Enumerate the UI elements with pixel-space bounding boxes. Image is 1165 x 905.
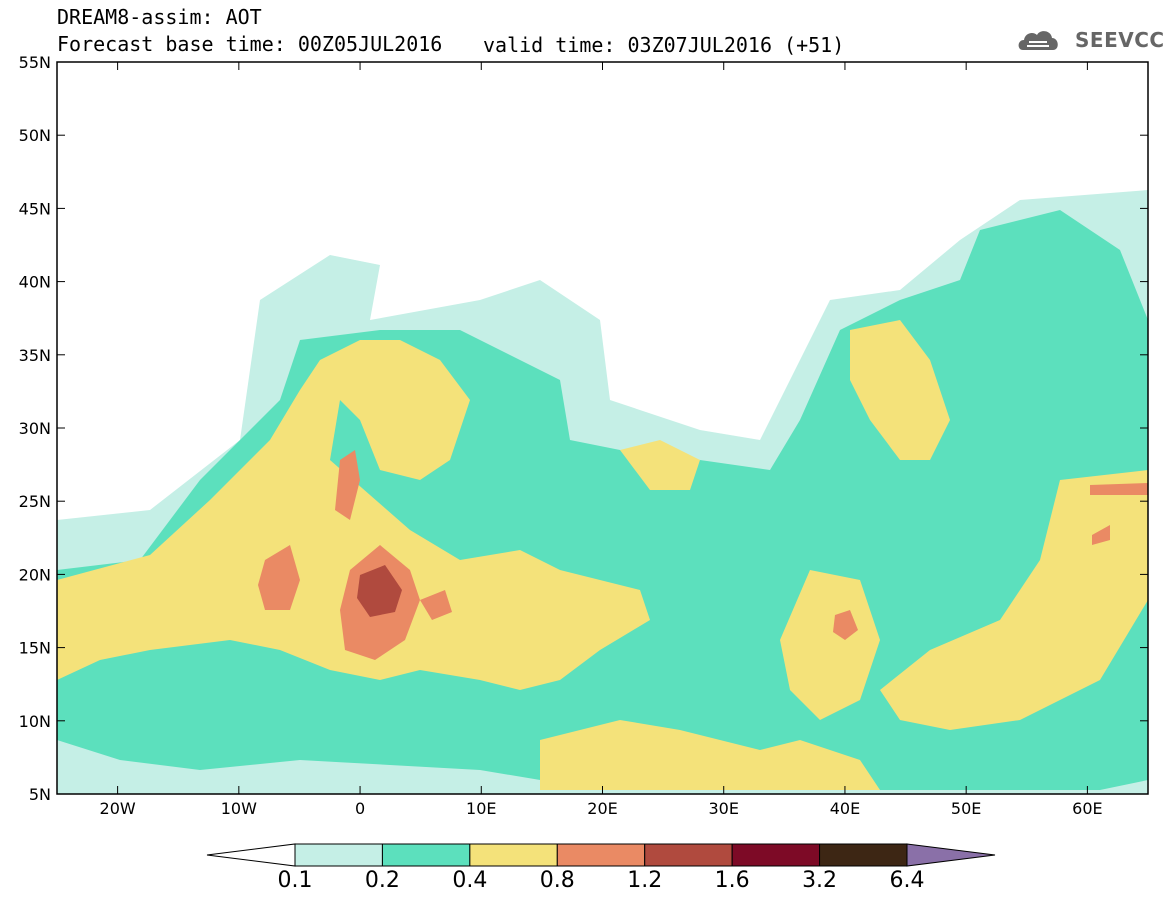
colorbar-bin: [731, 843, 821, 867]
lon-label: 30E: [708, 799, 738, 818]
lat-label: 50N: [19, 126, 51, 145]
valid-time: valid time: 03Z07JUL2016 (+51): [483, 33, 845, 57]
lon-label: 40E: [830, 799, 860, 818]
colorbar-level-label: 3.2: [802, 868, 838, 893]
colorbar-level-label: 0.1: [277, 868, 313, 893]
colorbar: [206, 843, 996, 867]
lat-label: 25N: [19, 492, 51, 511]
colorbar-bin: [469, 843, 558, 867]
colorbar-min-arrow: [206, 843, 296, 867]
colorbar-level-label: 6.4: [889, 868, 925, 893]
cloud-icon: [1018, 31, 1058, 50]
lon-label: 10E: [466, 799, 496, 818]
colorbar-bin: [819, 843, 908, 867]
lon-label: 0: [355, 799, 365, 818]
lon-label: 10W: [221, 799, 257, 818]
colorbar-bin: [381, 843, 471, 867]
lat-label: 20N: [19, 565, 51, 584]
lat-label: 55N: [19, 53, 51, 72]
lat-label: 5N: [29, 785, 51, 804]
colorbar-level-label: 0.8: [539, 868, 575, 893]
lat-label: 10N: [19, 712, 51, 731]
colorbar-level-label: 1.6: [714, 868, 750, 893]
lon-label: 20E: [587, 799, 617, 818]
aot-field: [57, 62, 1148, 794]
lon-label: 20W: [100, 799, 136, 818]
colorbar-level-label: 0.2: [364, 868, 400, 893]
colorbar-level-label: 1.2: [627, 868, 663, 893]
colorbar-bin: [294, 843, 383, 867]
map-title: DREAM8-assim: AOT: [57, 5, 262, 29]
colorbar-bin: [644, 843, 733, 867]
colorbar-bin: [556, 843, 646, 867]
colorbar-level-label: 0.4: [452, 868, 488, 893]
logo-text: SEEVCCC: [1075, 28, 1165, 52]
colorbar-max-arrow: [906, 843, 996, 867]
forecast-base-time: Forecast base time: 00Z05JUL2016: [57, 32, 443, 56]
lat-label: 15N: [19, 639, 51, 658]
lat-label: 35N: [19, 346, 51, 365]
lat-label: 45N: [19, 199, 51, 218]
lon-label: 60E: [1072, 799, 1102, 818]
lon-label: 50E: [951, 799, 981, 818]
axis-ticks: 55N 50N 45N 40N 35N 30N 25N 20N 15N 10N 5N 20W 10W 0 1…: [19, 53, 1148, 818]
lat-label: 30N: [19, 419, 51, 438]
lat-label: 40N: [19, 273, 51, 292]
